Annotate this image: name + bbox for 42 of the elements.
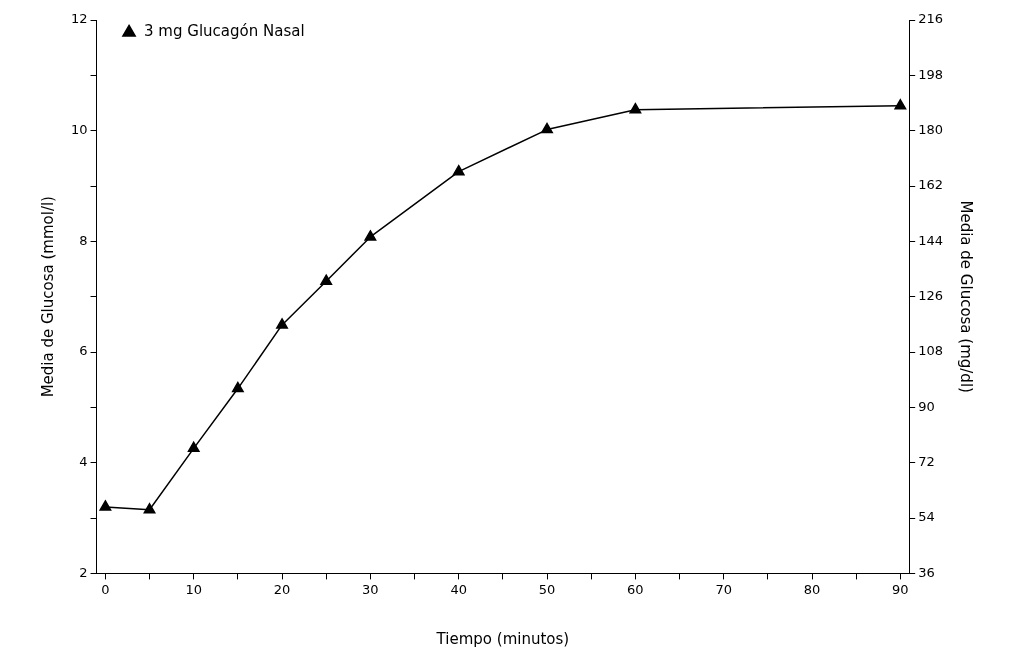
y-tick-label: 8 [79,232,88,248]
point [276,318,288,329]
y2-tick-label: 54 [918,509,935,525]
y2-tick-label: 162 [918,177,944,193]
x-tick-label: 20 [273,581,291,597]
x-tick-label: 90 [892,581,909,597]
legend-label: 3 mg Glucagón Nasal [144,22,305,41]
point [541,122,553,134]
point [364,230,377,241]
y2-tick-label: 108 [918,343,944,359]
y2-axis-title: Media de Glucosa (mg/dl) [957,200,976,393]
y2-tick-label: 198 [918,66,944,82]
x-tick-label: 50 [538,581,556,597]
x-tick-label: 80 [803,581,821,597]
x-tick-label: 0 [101,581,110,597]
point [187,441,200,453]
y-tick-label: 6 [79,343,88,359]
point [629,102,642,114]
y-tick-label: 10 [71,122,88,138]
point [320,274,333,285]
x-tick-label: 60 [627,581,644,597]
y2-tick-label: 216 [918,11,944,27]
x-axis-title: Tiempo (minutos) [435,629,570,648]
point [143,503,156,514]
y2-tick-label: 90 [918,398,935,414]
x-tick-label: 10 [185,581,202,597]
y-axis-title: Media de Glucosa (mmol/l) [38,196,57,398]
y-tick-label: 2 [79,564,88,580]
y2-tick-label: 126 [918,288,944,304]
x-tick-label: 40 [450,581,467,597]
y-tick-label: 12 [71,11,88,27]
point [99,500,112,511]
y2-tick-label: 144 [918,232,944,248]
y2-tick-label: 36 [918,564,935,580]
y2-tick-label: 72 [918,454,935,470]
point [894,99,907,110]
x-tick-label: 70 [715,581,732,597]
point [231,381,244,393]
x-tick-label: 30 [362,581,379,597]
point [452,164,465,176]
y-tick-label: 4 [79,454,88,470]
y2-tick-label: 180 [918,122,944,138]
